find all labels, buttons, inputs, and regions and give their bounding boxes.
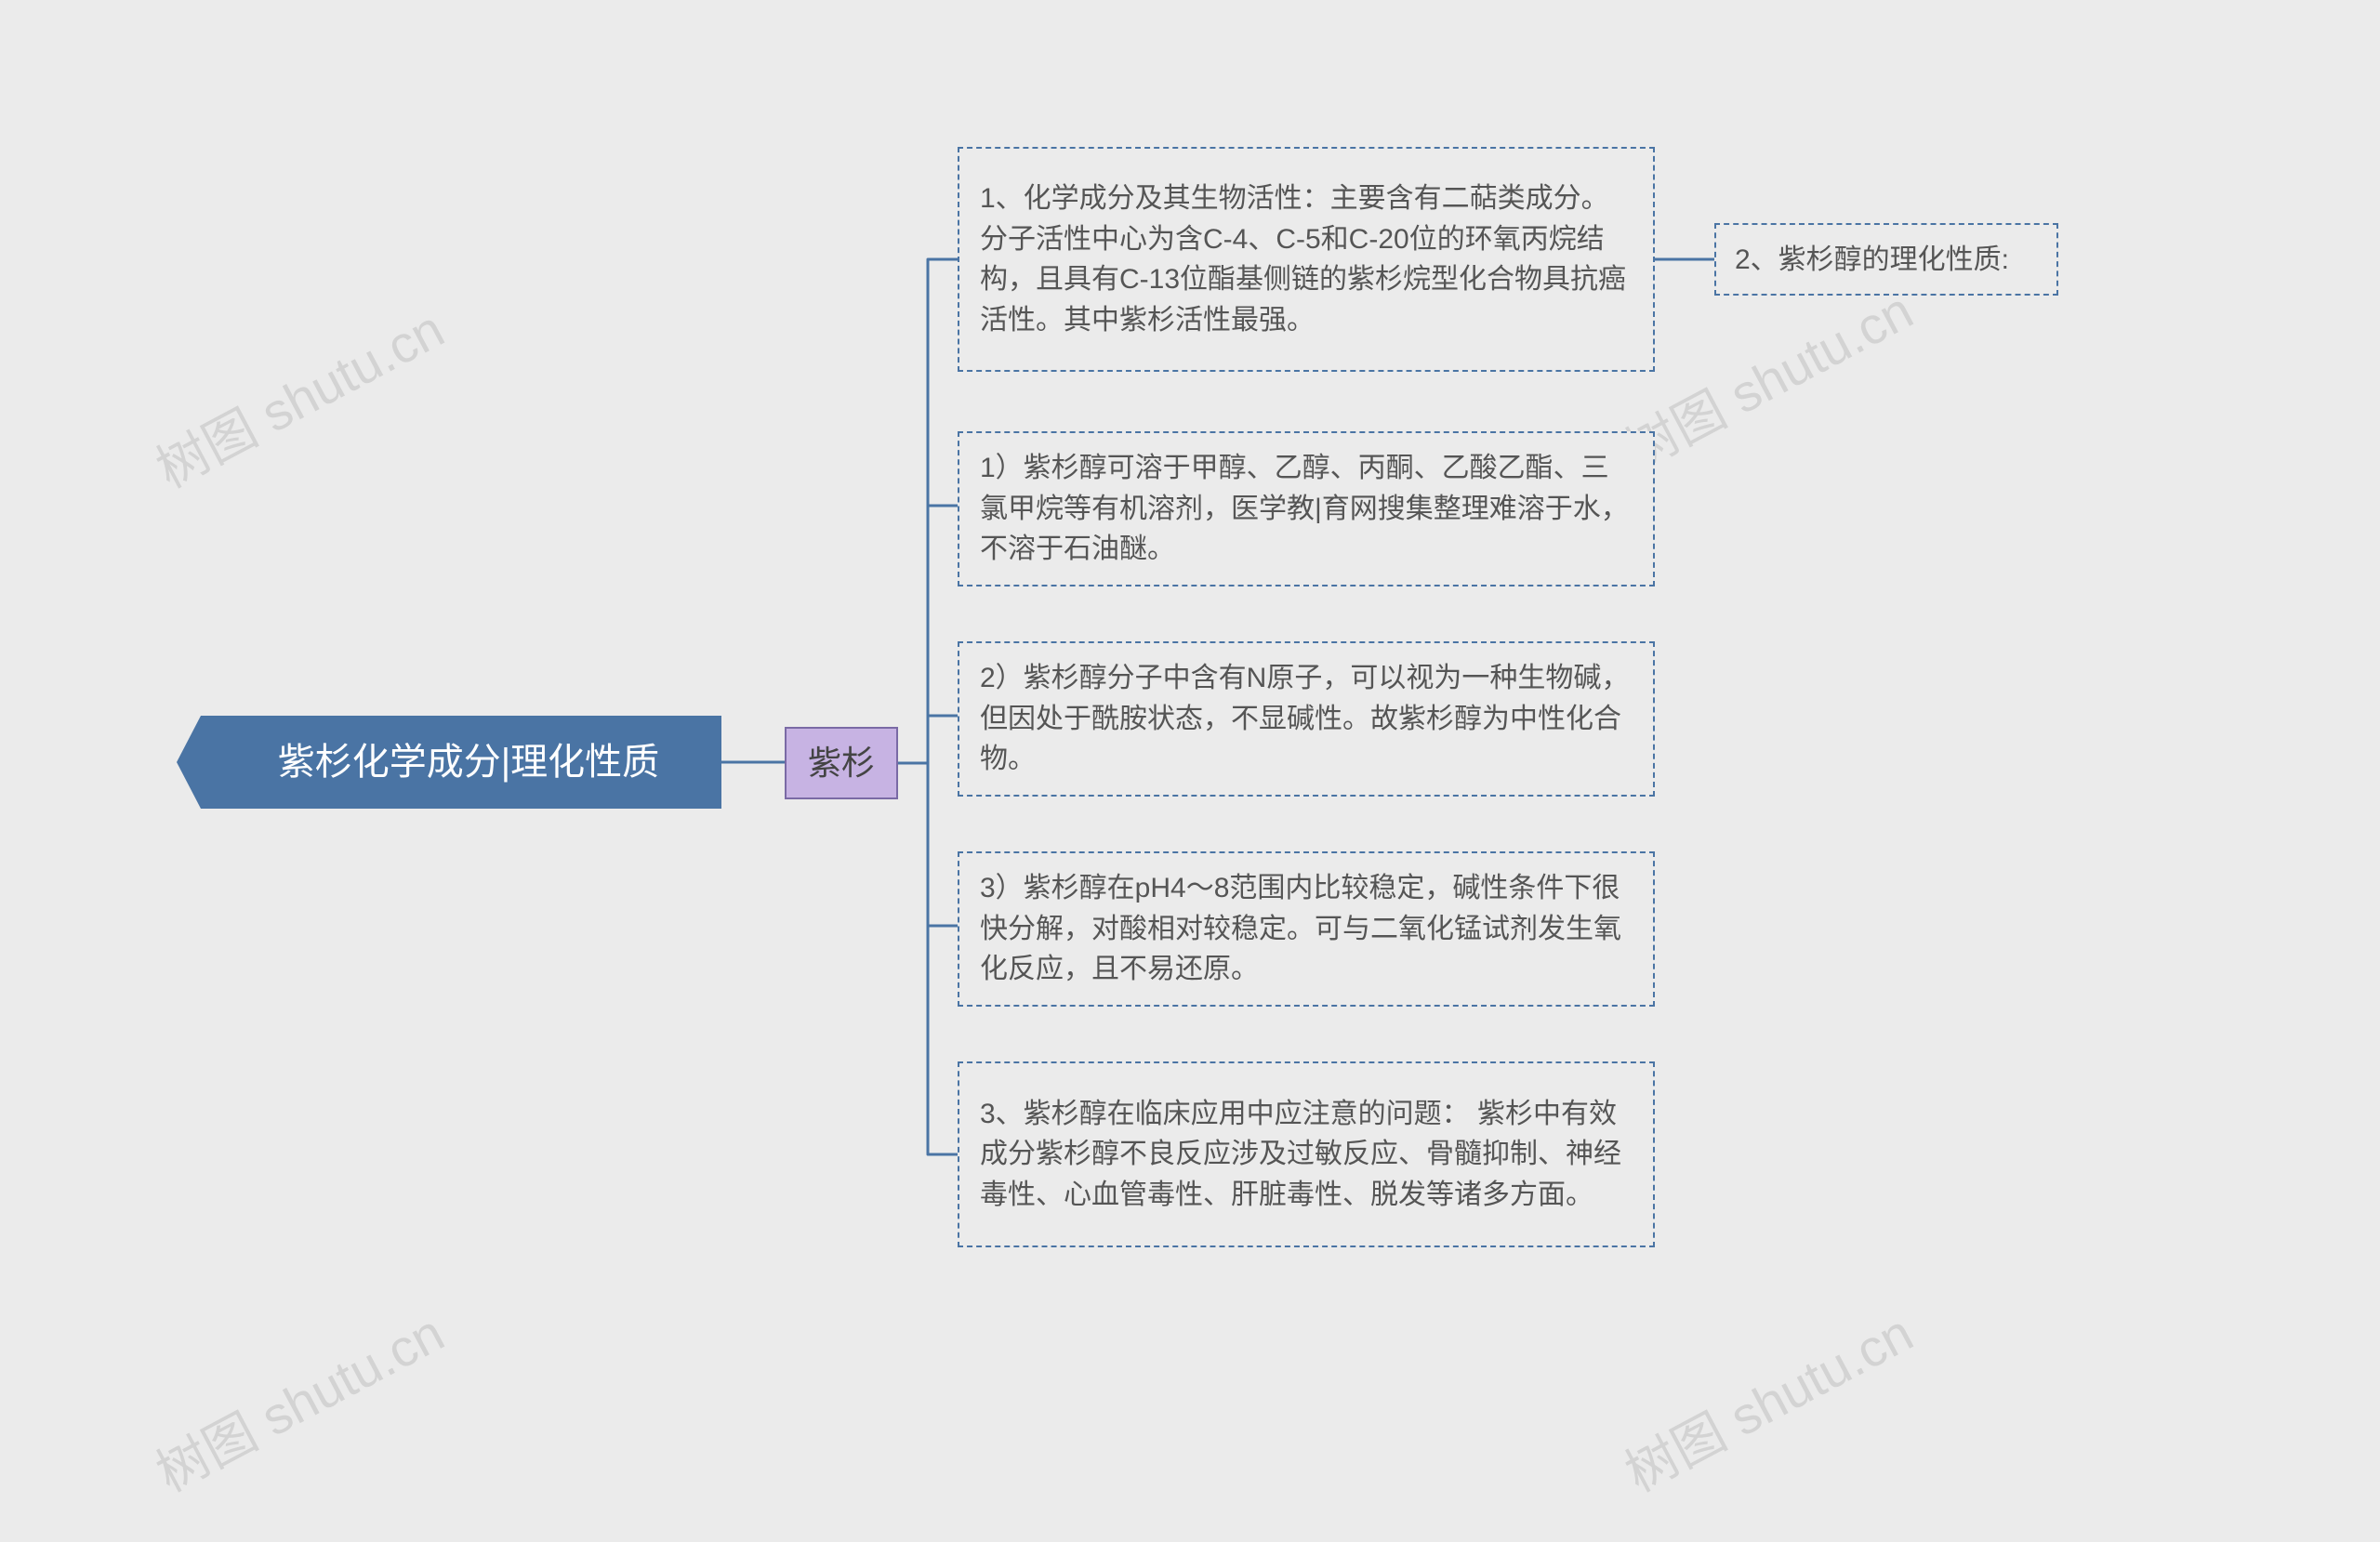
root-node-label: 紫杉化学成分|理化性质 — [278, 738, 659, 786]
watermark: 树图 shutu.cn — [1610, 270, 1924, 484]
level2-node: 紫杉 — [785, 727, 898, 799]
detail-node-c2-label: 2）紫杉醇分子中含有N原子，可以视为一种生物碱，但因处于酰胺状态，不显碱性。故紫… — [980, 658, 1633, 780]
grandchild-node: 2、紫杉醇的理化性质: — [1714, 223, 2058, 296]
diagram-canvas: 树图 shutu.cn 树图 shutu.cn 树图 shutu.cn 树图 shut… — [0, 0, 2380, 1542]
detail-node-c0-label: 1、化学成分及其生物活性：主要含有二萜类成分。分子活性中心为含C-4、C-5和C… — [980, 178, 1633, 340]
watermark: 树图 shutu.cn — [1610, 1292, 1924, 1507]
detail-node-c1-label: 1）紫杉醇可溶于甲醇、乙醇、丙酮、乙酸乙酯、三氯甲烷等有机溶剂，医学教|育网搜集… — [980, 448, 1633, 570]
detail-node-c0: 1、化学成分及其生物活性：主要含有二萜类成分。分子活性中心为含C-4、C-5和C… — [958, 147, 1655, 372]
detail-node-c3: 3）紫杉醇在pH4～8范围内比较稳定，碱性条件下很快分解，对酸相对较稳定。可与二… — [958, 851, 1655, 1007]
detail-node-c2: 2）紫杉醇分子中含有N原子，可以视为一种生物碱，但因处于酰胺状态，不显碱性。故紫… — [958, 641, 1655, 797]
root-node: 紫杉化学成分|理化性质 — [201, 716, 721, 809]
detail-node-c3-label: 3）紫杉醇在pH4～8范围内比较稳定，碱性条件下很快分解，对酸相对较稳定。可与二… — [980, 868, 1633, 990]
detail-node-c4: 3、紫杉醇在临床应用中应注意的问题： 紫杉中有效成分紫杉醇不良反应涉及过敏反应、… — [958, 1061, 1655, 1247]
watermark: 树图 shutu.cn — [141, 1292, 456, 1507]
detail-node-c4-label: 3、紫杉醇在临床应用中应注意的问题： 紫杉中有效成分紫杉醇不良反应涉及过敏反应、… — [980, 1094, 1633, 1216]
detail-node-c1: 1）紫杉醇可溶于甲醇、乙醇、丙酮、乙酸乙酯、三氯甲烷等有机溶剂，医学教|育网搜集… — [958, 431, 1655, 586]
watermark: 树图 shutu.cn — [141, 288, 456, 503]
grandchild-node-label: 2、紫杉醇的理化性质: — [1735, 242, 2009, 278]
level2-node-label: 紫杉 — [808, 742, 875, 785]
